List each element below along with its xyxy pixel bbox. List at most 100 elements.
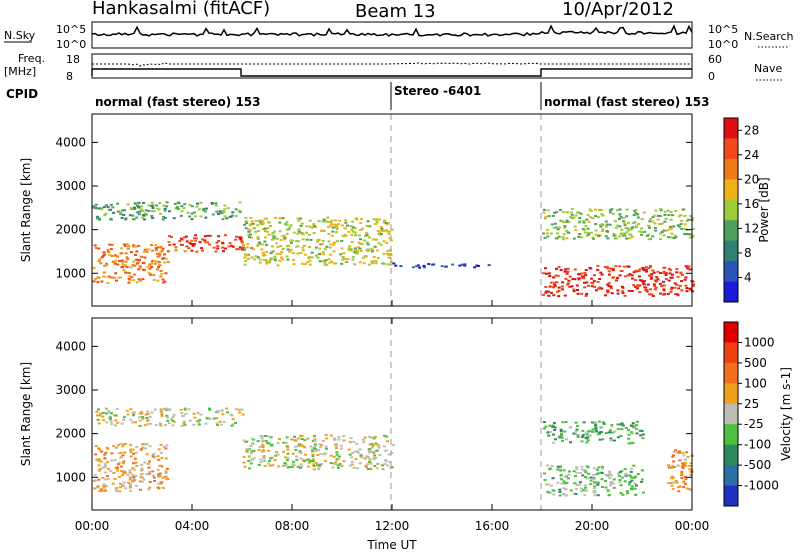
- freq-unit-label: [MHz]: [4, 65, 36, 78]
- heatmap-cell: [342, 460, 346, 463]
- heatmap-cell: [623, 234, 627, 237]
- heatmap-cell: [142, 201, 146, 204]
- heatmap-cell: [580, 440, 584, 443]
- heatmap-cell: [230, 424, 234, 427]
- heatmap-cell: [545, 290, 548, 293]
- heatmap-cell: [301, 246, 305, 249]
- heatmap-cell: [321, 239, 325, 242]
- heatmap-cell: [461, 263, 465, 266]
- heatmap-cell: [162, 257, 166, 260]
- heatmap-cell: [631, 222, 635, 225]
- heatmap-cell: [141, 446, 145, 449]
- heatmap-cell: [627, 429, 630, 432]
- heatmap-cell: [639, 434, 643, 437]
- heatmap-cell: [570, 285, 574, 288]
- heatmap-cell: [130, 473, 134, 476]
- heatmap-cell: [176, 201, 180, 204]
- heatmap-cell: [99, 412, 103, 415]
- heatmap-cell: [116, 210, 120, 213]
- heatmap-cell: [444, 265, 448, 268]
- heatmap-cell: [168, 210, 171, 213]
- heatmap-cell: [379, 226, 383, 229]
- heatmap-cell: [631, 226, 635, 229]
- heatmap-cell: [262, 456, 266, 459]
- heatmap-cell: [242, 461, 246, 464]
- heatmap-cell: [373, 223, 377, 225]
- heatmap-cell: [564, 488, 568, 491]
- heatmap-cell: [225, 217, 229, 220]
- heatmap-cell: [159, 482, 163, 485]
- heatmap-cell: [136, 204, 140, 207]
- heatmap-cell: [600, 213, 604, 216]
- heatmap-cell: [128, 486, 132, 489]
- heatmap-cell: [92, 205, 96, 208]
- heatmap-cell: [647, 267, 651, 270]
- heatmap-cell: [100, 208, 103, 211]
- heatmap-cell: [575, 471, 579, 474]
- heatmap-cell: [137, 201, 141, 204]
- heatmap-cell: [688, 465, 692, 467]
- heatmap-cell: [270, 245, 274, 248]
- heatmap-cell: [246, 257, 250, 260]
- colorbar-frame: [723, 117, 739, 303]
- heatmap-cell: [157, 458, 161, 461]
- heatmap-cell: [671, 455, 675, 458]
- heatmap-cell: [261, 443, 265, 446]
- heatmap-cell: [592, 478, 596, 481]
- heatmap-cell: [618, 213, 622, 216]
- heatmap-cell: [201, 238, 205, 241]
- heatmap-cell: [138, 279, 142, 282]
- heatmap-cell: [590, 277, 593, 280]
- heatmap-cell: [680, 227, 684, 230]
- heatmap-cell: [244, 227, 248, 230]
- colorbar-tick-label: -25: [744, 417, 764, 431]
- heatmap-cell: [299, 457, 303, 460]
- heatmap-cell: [683, 214, 687, 217]
- nave-tick-top: 60: [708, 53, 722, 66]
- heatmap-cell: [668, 225, 672, 228]
- heatmap-cell: [308, 246, 311, 248]
- heatmap-cell: [147, 210, 151, 212]
- heatmap-cell: [676, 224, 680, 227]
- heatmap-cell: [93, 473, 97, 476]
- heatmap-cell: [590, 421, 594, 424]
- heatmap-cell: [234, 215, 238, 218]
- heatmap-cell: [595, 481, 599, 484]
- heatmap-cell: [676, 451, 680, 454]
- heatmap-cell: [640, 280, 644, 282]
- colorbar-swatch: [724, 138, 738, 160]
- heatmap-cell: [608, 477, 612, 479]
- station-title: Hankasalmi (fitACF): [92, 0, 270, 19]
- heatmap-cell: [288, 226, 292, 229]
- heatmap-cell: [300, 262, 304, 265]
- heatmap-cell: [634, 494, 638, 497]
- heatmap-cell: [380, 227, 384, 230]
- heatmap-cell: [600, 478, 604, 481]
- heatmap-cell: [180, 424, 184, 427]
- heatmap-cell: [557, 436, 561, 439]
- heatmap-cell: [628, 273, 632, 276]
- freq-label: Freq.: [18, 52, 45, 65]
- heatmap-cell: [613, 430, 617, 433]
- heatmap-cell: [185, 240, 189, 243]
- heatmap-cell: [608, 472, 612, 475]
- heatmap-cell: [104, 485, 108, 488]
- heatmap-cell: [355, 450, 359, 453]
- heatmap-cell: [119, 252, 123, 255]
- heatmap-cell: [556, 290, 560, 293]
- heatmap-cell: [577, 277, 581, 280]
- heatmap-cell: [687, 265, 691, 268]
- heatmap-cell: [610, 480, 614, 483]
- heatmap-cell: [572, 288, 576, 291]
- heatmap-cell: [282, 235, 286, 237]
- heatmap-cell: [301, 249, 305, 252]
- heatmap-cell: [143, 461, 147, 464]
- heatmap-cell: [140, 476, 144, 479]
- heatmap-cell: [619, 270, 623, 272]
- heatmap-cell: [97, 464, 101, 467]
- heatmap-cell: [285, 459, 289, 462]
- heatmap-cell: [374, 262, 378, 265]
- heatmap-cell: [599, 225, 603, 228]
- heatmap-cell: [133, 478, 137, 481]
- heatmap-cell: [123, 451, 127, 454]
